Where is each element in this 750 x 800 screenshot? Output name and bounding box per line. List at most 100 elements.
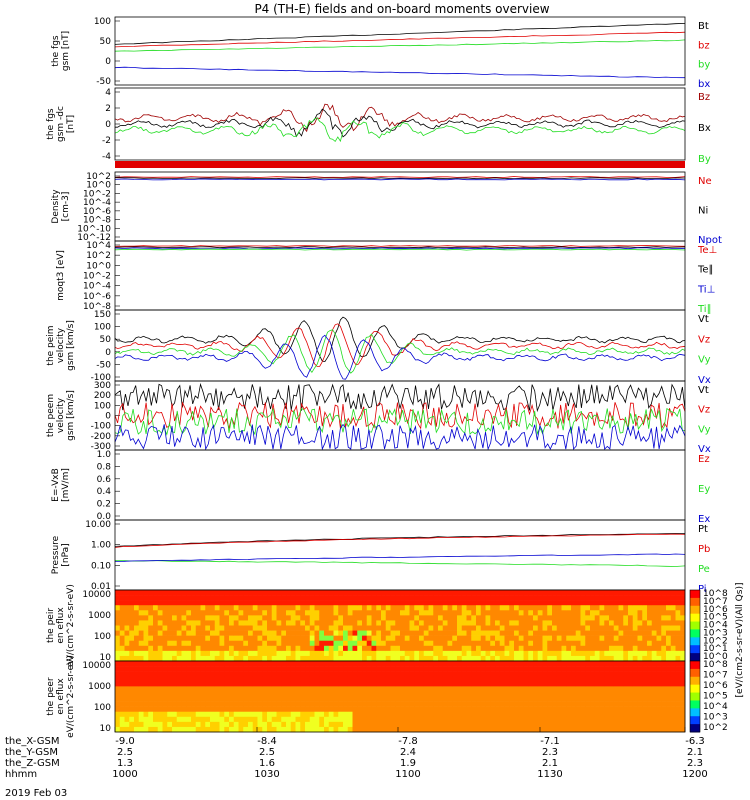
heatmap-cell <box>647 630 653 636</box>
heatmap-cell <box>134 625 140 631</box>
heatmap-cell <box>347 681 353 687</box>
y-tick-label: 10^-2 <box>83 272 111 282</box>
heatmap-cell <box>661 711 667 718</box>
heatmap-cell <box>680 701 686 707</box>
heatmap-cell <box>604 605 610 611</box>
colorbar-segment <box>690 692 700 701</box>
heatmap-cell <box>509 701 515 707</box>
y-tick-label: 100 <box>94 703 111 713</box>
heatmap-cell <box>623 605 629 611</box>
heatmap-cell <box>556 676 562 682</box>
heatmap-cell <box>670 650 676 657</box>
heatmap-cell <box>423 666 429 672</box>
heatmap-cell <box>252 590 258 596</box>
heatmap-cell <box>523 716 529 723</box>
heatmap-cell <box>404 590 410 596</box>
heatmap-cell <box>295 676 301 682</box>
heatmap-cell <box>186 696 192 702</box>
ephemeris-value: 2.4 <box>400 747 416 758</box>
heatmap-cell <box>647 696 653 702</box>
heatmap-cell <box>195 711 201 718</box>
heatmap-cell <box>153 726 159 733</box>
heatmap-cell <box>214 701 220 707</box>
heatmap-cell <box>333 706 339 713</box>
heatmap-cell <box>523 721 529 728</box>
heatmap-cell <box>423 610 429 616</box>
heatmap-cell <box>514 701 520 707</box>
heatmap-cell <box>485 600 491 606</box>
heatmap-cell <box>290 676 296 682</box>
heatmap-cell <box>637 711 643 718</box>
heatmap-cell <box>238 671 244 677</box>
heatmap-cell <box>129 661 135 667</box>
heatmap-cell <box>181 716 187 723</box>
heatmap-cell <box>571 595 577 601</box>
heatmap-cell <box>324 600 330 606</box>
heatmap-cell <box>537 615 543 621</box>
heatmap-cell <box>252 716 258 723</box>
heatmap-cell <box>252 610 258 616</box>
heatmap-cell <box>452 706 458 713</box>
heatmap-cell <box>561 661 567 667</box>
heatmap-cell <box>623 635 629 642</box>
heatmap-cell <box>143 706 149 713</box>
heatmap-cell <box>172 620 178 626</box>
heatmap-cell <box>333 666 339 672</box>
heatmap-cell <box>675 640 681 647</box>
heatmap-cell <box>281 610 287 616</box>
heatmap-cell <box>575 726 581 733</box>
heatmap-cell <box>191 676 197 682</box>
heatmap-cell <box>632 721 638 728</box>
heatmap-cell <box>395 650 401 657</box>
heatmap-cell <box>295 706 301 713</box>
heatmap-cell <box>580 605 586 611</box>
heatmap-cell <box>333 615 339 621</box>
heatmap-cell <box>328 711 334 718</box>
heatmap-cell <box>176 645 182 652</box>
heatmap-cell <box>485 625 491 631</box>
heatmap-cell <box>385 666 391 672</box>
heatmap-cell <box>528 625 534 631</box>
heatmap-cell <box>167 691 173 697</box>
heatmap-cell <box>400 716 406 723</box>
heatmap-cell <box>238 701 244 707</box>
heatmap-cell <box>609 716 615 723</box>
heatmap-cell <box>134 711 140 718</box>
heatmap-cell <box>680 625 686 631</box>
heatmap-cell <box>613 640 619 647</box>
heatmap-cell <box>518 635 524 642</box>
heatmap-cell <box>129 701 135 707</box>
heatmap-cell <box>628 676 634 682</box>
heatmap-cell <box>490 716 496 723</box>
heatmap-cell <box>210 635 216 642</box>
heatmap-cell <box>286 691 292 697</box>
heatmap-cell <box>409 600 415 606</box>
y-axis-label: gsm [km/s] <box>66 390 76 441</box>
heatmap-cell <box>547 655 553 662</box>
heatmap-cell <box>229 691 235 697</box>
heatmap-cell <box>599 701 605 707</box>
heatmap-cell <box>195 640 201 647</box>
heatmap-cell <box>409 726 415 733</box>
heatmap-cell <box>542 650 548 657</box>
heatmap-cell <box>224 726 230 733</box>
heatmap-cell <box>267 620 273 626</box>
heatmap-cell <box>214 645 220 652</box>
heatmap-cell <box>461 655 467 662</box>
heatmap-cell <box>476 610 482 616</box>
heatmap-cell <box>390 600 396 606</box>
heatmap-cell <box>414 605 420 611</box>
heatmap-cell <box>167 655 173 662</box>
heatmap-cell <box>628 610 634 616</box>
heatmap-cell <box>523 681 529 687</box>
heatmap-cell <box>504 666 510 672</box>
heatmap-cell <box>257 706 263 713</box>
heatmap-cell <box>286 640 292 647</box>
heatmap-cell <box>499 691 505 697</box>
heatmap-cell <box>248 661 254 667</box>
heatmap-cell <box>423 676 429 682</box>
heatmap-cell <box>504 661 510 667</box>
heatmap-cell <box>195 701 201 707</box>
heatmap-cell <box>575 706 581 713</box>
heatmap-cell <box>324 605 330 611</box>
